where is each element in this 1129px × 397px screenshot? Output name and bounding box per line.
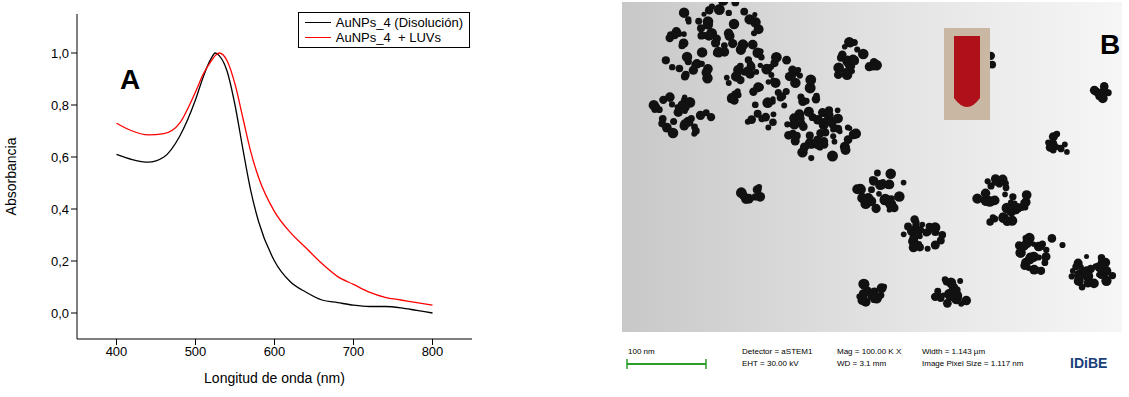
svg-text:Image Pixel Size = 1.117 nm: Image Pixel Size = 1.117 nm [922,359,1024,368]
svg-text:100 nm: 100 nm [628,347,655,356]
svg-text:Longitud de onda (nm): Longitud de onda (nm) [204,370,345,386]
svg-text:WD = 3.1 mm: WD = 3.1 mm [837,359,886,368]
svg-text:0,0: 0,0 [51,306,69,321]
svg-text:IDiBE: IDiBE [1070,355,1107,371]
html-text:AuNPs_4 + LUVs: AuNPs_4 + LUVs [335,30,441,45]
svg-text:0,8: 0,8 [51,98,69,113]
svg-text:Absorbancia: Absorbancia [3,137,19,215]
svg-text:EHT = 30.00 kV: EHT = 30.00 kV [742,359,799,368]
svg-text:0,2: 0,2 [51,254,69,269]
svg-text:500: 500 [185,344,207,359]
svg-text:700: 700 [343,344,365,359]
svg-text:Mag = 100.00 K X: Mag = 100.00 K X [837,347,902,356]
html-text:A: A [120,64,141,95]
svg-text:Width = 1.143 µm: Width = 1.143 µm [922,347,985,356]
svg-text:B: B [1100,29,1120,60]
html-text:AuNPs_4 (Disolución): AuNPs_4 (Disolución) [335,15,463,30]
svg-text:Detector = aSTEM1: Detector = aSTEM1 [742,347,813,356]
svg-text:800: 800 [422,344,444,359]
svg-text:0,6: 0,6 [51,150,69,165]
svg-text:1,0: 1,0 [51,46,69,61]
svg-text:600: 600 [264,344,286,359]
svg-text:400: 400 [106,344,128,359]
svg-text:0,4: 0,4 [51,202,69,217]
